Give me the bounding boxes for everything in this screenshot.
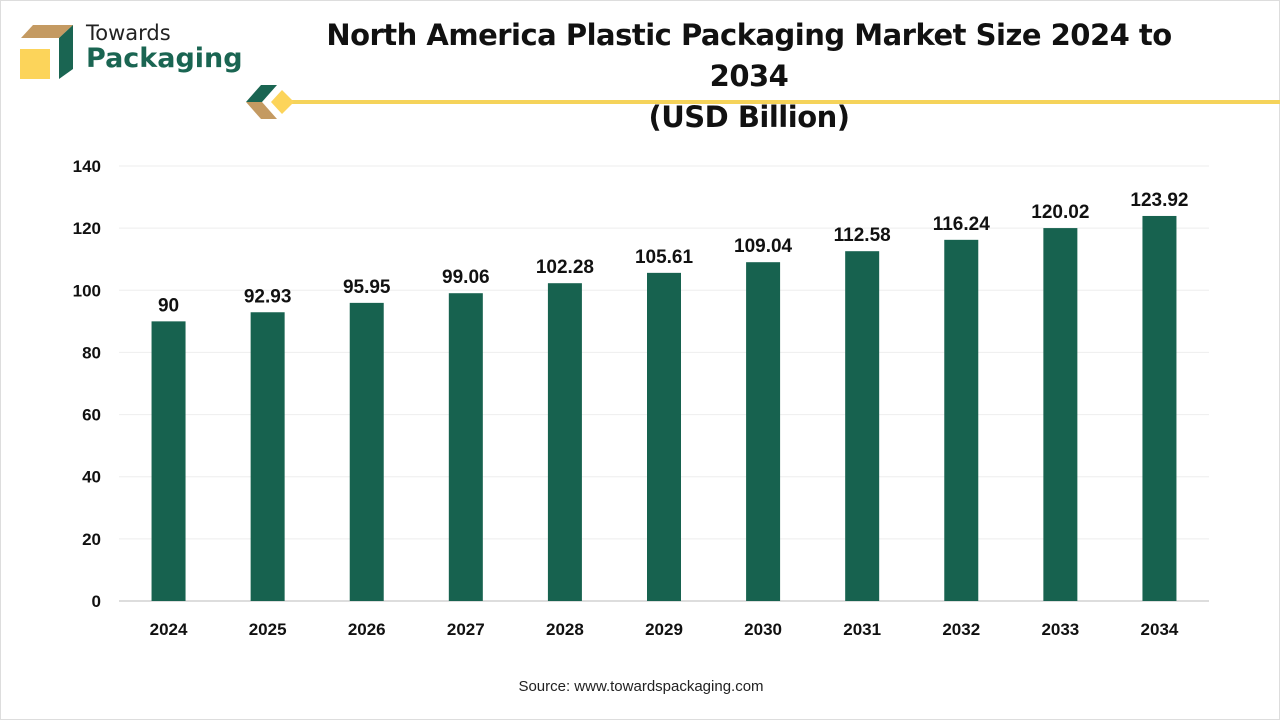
bar: [547, 283, 582, 601]
data-label: 120.02: [1031, 202, 1089, 223]
brand-name-line2: Packaging: [86, 43, 243, 74]
bar: [845, 251, 880, 601]
data-label: 116.24: [933, 214, 990, 235]
y-tick-label: 40: [82, 468, 101, 487]
bar: [647, 272, 681, 601]
bar: [944, 239, 979, 601]
data-label: 102.28: [536, 257, 594, 278]
x-tick-label: 2028: [546, 620, 584, 639]
bar: [349, 302, 384, 601]
y-tick-label: 140: [73, 157, 101, 176]
x-tick-label: 2033: [1041, 620, 1079, 639]
bar: [746, 262, 781, 601]
x-tick-label: 2026: [348, 620, 386, 639]
data-label: 123.92: [1130, 190, 1188, 211]
chart-title: North America Plastic Packaging Market S…: [301, 15, 1197, 138]
x-tick-label: 2034: [1141, 620, 1179, 639]
data-label: 112.58: [834, 225, 891, 246]
bar: [448, 293, 483, 601]
x-tick-label: 2030: [744, 620, 782, 639]
y-tick-label: 0: [92, 592, 101, 611]
data-label: 99.06: [442, 267, 490, 288]
data-label: 109.04: [734, 236, 793, 257]
x-tick-label: 2031: [843, 620, 881, 639]
y-tick-label: 20: [82, 530, 101, 549]
bar: [1142, 215, 1177, 601]
data-label: 90: [158, 295, 179, 316]
title-line2: (USD Billion): [648, 100, 850, 134]
x-tick-label: 2025: [249, 620, 287, 639]
data-label: 92.93: [244, 286, 292, 307]
logo-icon: [20, 25, 73, 79]
x-tick-label: 2024: [150, 620, 188, 639]
bar: [151, 321, 186, 601]
y-tick-label: 100: [73, 281, 101, 300]
x-tick-label: 2027: [447, 620, 485, 639]
y-tick-label: 80: [82, 343, 101, 362]
title-line1: North America Plastic Packaging Market S…: [326, 18, 1172, 93]
accent-line-icon: [246, 85, 1280, 119]
bar: [1043, 228, 1078, 601]
source-note: Source: www.towardspackaging.com: [518, 678, 764, 695]
x-tick-label: 2032: [942, 620, 980, 639]
x-tick-label: 2029: [645, 620, 683, 639]
data-label: 105.61: [635, 247, 694, 268]
data-label: 95.95: [343, 277, 391, 298]
y-tick-label: 120: [73, 219, 101, 238]
brand-name-line1: Towards: [86, 21, 171, 45]
y-tick-label: 60: [82, 406, 101, 425]
bar: [250, 312, 285, 601]
